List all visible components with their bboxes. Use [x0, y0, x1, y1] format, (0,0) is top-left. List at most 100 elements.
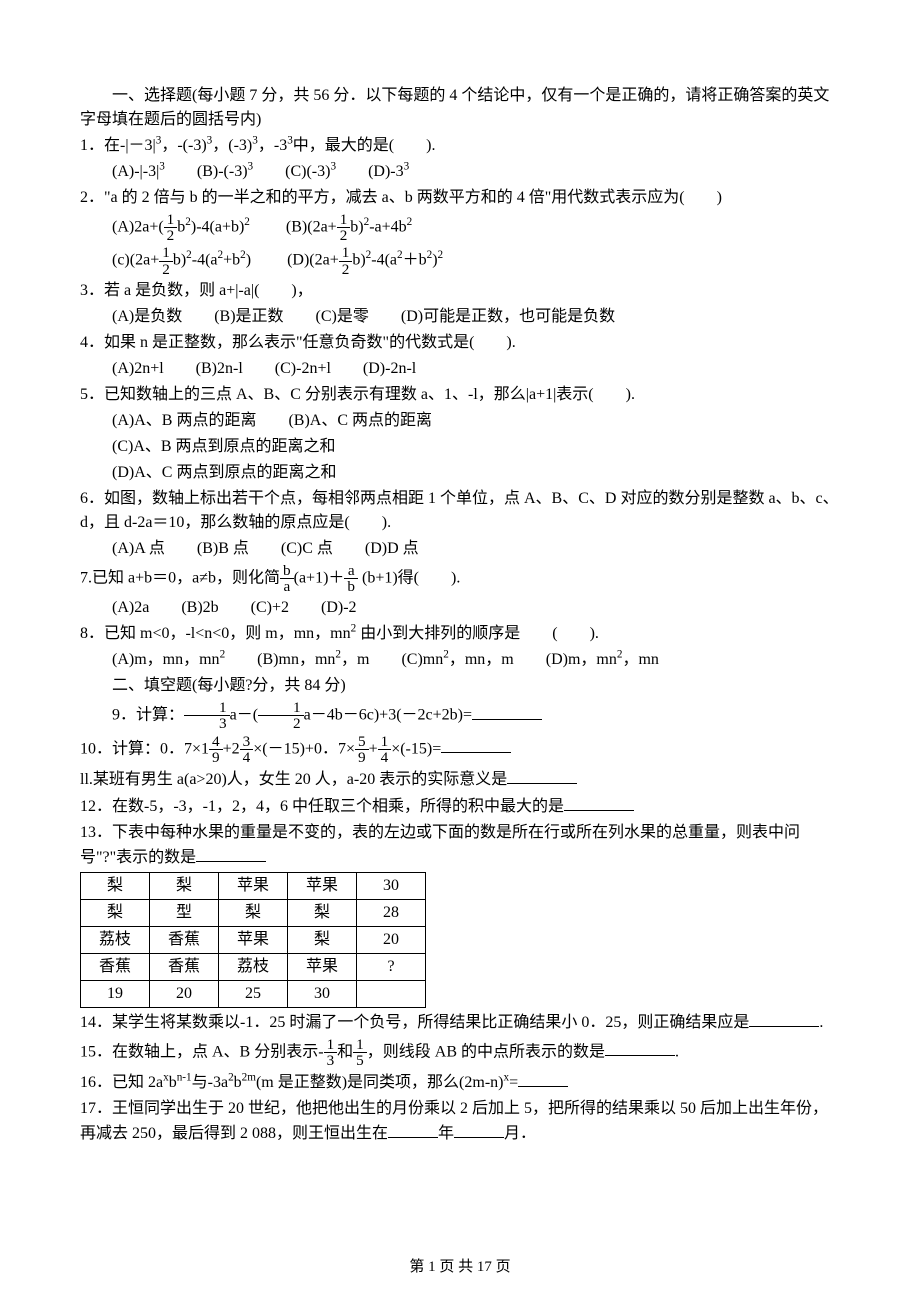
blank: [507, 767, 577, 784]
q1-C-e: 3: [330, 161, 336, 173]
question-12: 12．在数-5，-3，-1，2，4，6 中任取三个相乘，所得的积中最大的是: [80, 794, 840, 819]
table-cell: 梨: [81, 873, 150, 900]
q11-t: ll.某班有男生 a(a>20)人，女生 20 人，a-20 表示的实际意义是: [80, 771, 507, 788]
q10-f3: 59: [355, 734, 369, 765]
table-cell: 苹果: [288, 954, 357, 981]
section1-intro: 一、选择题(每小题 7 分，共 56 分．以下每题的 4 个结论中，仅有一个是正…: [80, 84, 840, 132]
q2-D-frac: 12: [339, 245, 353, 276]
table-cell: 苹果: [219, 873, 288, 900]
table-cell: [357, 981, 426, 1008]
question-13: 13．下表中每种水果的重量是不变的，表的左边或下面的数是所在行或所在列水果的总重…: [80, 821, 840, 870]
table-cell: 荔枝: [81, 927, 150, 954]
q2-C-mid: b): [173, 252, 186, 269]
q10-p1: +2: [223, 740, 240, 757]
frac-num: 1: [159, 245, 173, 260]
table-cell: 30: [357, 873, 426, 900]
page: 一、选择题(每小题 7 分，共 56 分．以下每题的 4 个结论中，仅有一个是正…: [0, 0, 920, 1302]
q2-B-frac: 12: [337, 212, 351, 243]
q10-f2: 34: [240, 734, 254, 765]
table-cell: 30: [288, 981, 357, 1008]
q10-f1: 49: [209, 734, 223, 765]
frac-num: 1: [324, 1037, 338, 1052]
q2-B-mid: b): [350, 218, 363, 235]
table-cell: 梨: [150, 873, 219, 900]
q2-C-p: -4(a: [192, 252, 218, 269]
question-11: ll.某班有男生 a(a>20)人，女生 20 人，a-20 表示的实际意义是: [80, 767, 840, 792]
frac-num: 1: [353, 1037, 367, 1052]
q1-t3: ，(-3): [212, 137, 252, 154]
blank: [441, 736, 511, 753]
table-cell: 型: [150, 900, 219, 927]
q6-options: (A)A 点 (B)B 点 (C)C 点 (D)D 点: [80, 537, 840, 561]
q15-mid: 和: [337, 1043, 353, 1060]
question-3: 3．若 a 是负数，则 a+|-a|( )，: [80, 279, 840, 303]
table-cell: 25: [219, 981, 288, 1008]
q8-options: (A)m，mn，mn2 (B)mn，mn2，m (C)mn2，mn，m (D)m…: [80, 648, 840, 672]
frac-num: 5: [355, 734, 369, 749]
q9-m1: a－(: [230, 707, 258, 724]
q16-n1: n-1: [177, 1072, 192, 1084]
q7-options: (A)2a (B)2b (C)+2 (D)-2: [80, 596, 840, 620]
question-4: 4．如果 n 是正整数，那么表示"任意负奇数"的代数式是( ).: [80, 331, 840, 355]
q5-l1: (A)A、B 两点的距离 (B)A、C 两点的距离: [80, 409, 840, 433]
q8-D: (D)m，mn: [546, 651, 617, 668]
q7-f1: ba: [280, 563, 294, 594]
frac-num: 1: [378, 734, 392, 749]
frac-den: 4: [378, 749, 392, 765]
question-17: 17．王恒同学出生于 20 世纪，他把他出生的月份乘以 2 后加上 5，把所得的…: [80, 1097, 840, 1146]
table-row: 梨梨苹果苹果30: [81, 873, 426, 900]
q2-A-e2: 2: [244, 216, 250, 228]
q1-t4: ，-3: [258, 137, 287, 154]
table-cell: 荔枝: [219, 954, 288, 981]
table-row: 梨型梨梨28: [81, 900, 426, 927]
frac-num: 3: [240, 734, 254, 749]
q16-mid: 与-3a: [192, 1074, 228, 1091]
question-9: 9．计算：13a－(12a－4b－6c)+3(－2c+2b)=: [80, 700, 840, 731]
q12-t: 12．在数-5，-3，-1，2，4，6 中任取三个相乘，所得的积中最大的是: [80, 798, 564, 815]
question-10: 10．计算：0．7×149+234×(－15)+0．7×59+14×(-15)=: [80, 734, 840, 765]
q2-A: (A)2a+(: [112, 218, 164, 235]
fruit-tbody: 梨梨苹果苹果30梨型梨梨28荔枝香蕉苹果梨20香蕉香蕉荔枝苹果?19202530: [81, 873, 426, 1008]
blank: [605, 1039, 675, 1056]
table-cell: 香蕉: [150, 954, 219, 981]
table-cell: 19: [81, 981, 150, 1008]
q8-s1: 8．已知 m<0，-l<n<0，则 m，mn，mn: [80, 625, 351, 642]
q1-C: (C)(-3): [285, 163, 330, 180]
frac-den: 2: [164, 227, 178, 243]
q16-m2: 2m: [242, 1072, 256, 1084]
frac-den: 2: [339, 261, 353, 277]
q1-D: (D)-3: [368, 163, 404, 180]
frac-den: 4: [240, 749, 254, 765]
frac-num: 1: [339, 245, 353, 260]
blank: [564, 794, 634, 811]
frac-num: 4: [209, 734, 223, 749]
table-cell: 梨: [288, 900, 357, 927]
q16-mid2: (m 是正整数)是同类项，那么(2m-n): [256, 1074, 504, 1091]
section2-intro: 二、填空题(每小题?分，共 84 分): [80, 674, 840, 698]
q10-f4: 14: [378, 734, 392, 765]
q2-A-post: )-4(a+b): [191, 218, 244, 235]
frac-num: b: [280, 563, 294, 578]
q8-C2: ，mn，m: [449, 651, 514, 668]
q5-l3: (D)A、C 两点到原点的距离之和: [80, 461, 840, 485]
blank: [518, 1070, 568, 1087]
q2-D-mid: b): [352, 252, 365, 269]
q1-t5: 中，最大的是( ).: [293, 137, 436, 154]
q5-l2: (C)A、B 两点到原点的距离之和: [80, 435, 840, 459]
q8-s2: 由小到大排列的顺序是 ( ).: [356, 625, 599, 642]
q1-t2: ，-(-3): [161, 137, 206, 154]
q7-post: (b+1)得( ).: [358, 569, 460, 586]
q14-t: 14．某学生将某数乘以-1．25 时漏了一个负号，所得结果比正确结果小 0．25…: [80, 1014, 749, 1031]
frac-den: 2: [258, 715, 304, 731]
table-cell: 苹果: [288, 873, 357, 900]
frac-den: 3: [324, 1052, 338, 1068]
table-row: 香蕉香蕉荔枝苹果?: [81, 954, 426, 981]
frac-num: 1: [184, 700, 230, 715]
blank: [196, 845, 266, 862]
q10-post: ×(-15)=: [391, 740, 441, 757]
q1-text: 1．在-|－3|: [80, 137, 156, 154]
frac-num: 1: [337, 212, 351, 227]
q10-p3: +: [369, 740, 378, 757]
q9-pre: 9．计算：: [112, 707, 184, 724]
q17-m: 月．: [504, 1125, 536, 1142]
